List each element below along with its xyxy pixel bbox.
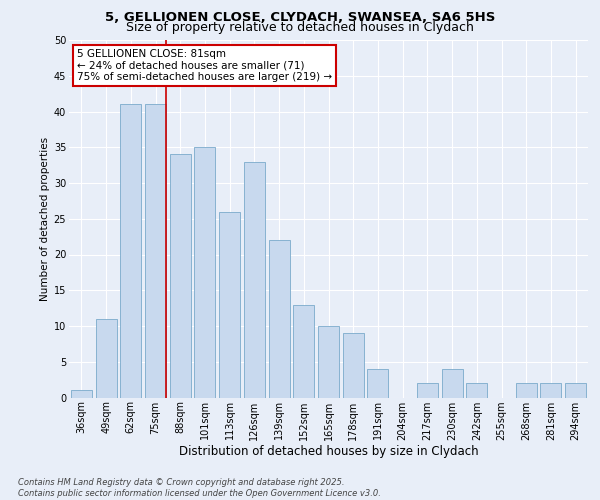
Bar <box>71 390 92 398</box>
Bar <box>466 383 487 398</box>
Bar <box>318 326 339 398</box>
Bar <box>417 383 438 398</box>
Bar <box>219 212 240 398</box>
Text: 5, GELLIONEN CLOSE, CLYDACH, SWANSEA, SA6 5HS: 5, GELLIONEN CLOSE, CLYDACH, SWANSEA, SA… <box>105 11 495 24</box>
Bar <box>194 148 215 398</box>
Text: Size of property relative to detached houses in Clydach: Size of property relative to detached ho… <box>126 22 474 35</box>
Text: 5 GELLIONEN CLOSE: 81sqm
← 24% of detached houses are smaller (71)
75% of semi-d: 5 GELLIONEN CLOSE: 81sqm ← 24% of detach… <box>77 49 332 82</box>
Bar <box>343 333 364 398</box>
Bar <box>293 304 314 398</box>
Bar <box>541 383 562 398</box>
Bar <box>367 369 388 398</box>
Bar <box>565 383 586 398</box>
Bar <box>145 104 166 398</box>
Bar <box>516 383 537 398</box>
Bar <box>442 369 463 398</box>
Text: Contains HM Land Registry data © Crown copyright and database right 2025.
Contai: Contains HM Land Registry data © Crown c… <box>18 478 381 498</box>
Bar <box>120 104 141 398</box>
Bar <box>95 319 116 398</box>
Bar <box>244 162 265 398</box>
Y-axis label: Number of detached properties: Number of detached properties <box>40 136 50 301</box>
X-axis label: Distribution of detached houses by size in Clydach: Distribution of detached houses by size … <box>179 446 478 458</box>
Bar <box>170 154 191 398</box>
Bar <box>269 240 290 398</box>
